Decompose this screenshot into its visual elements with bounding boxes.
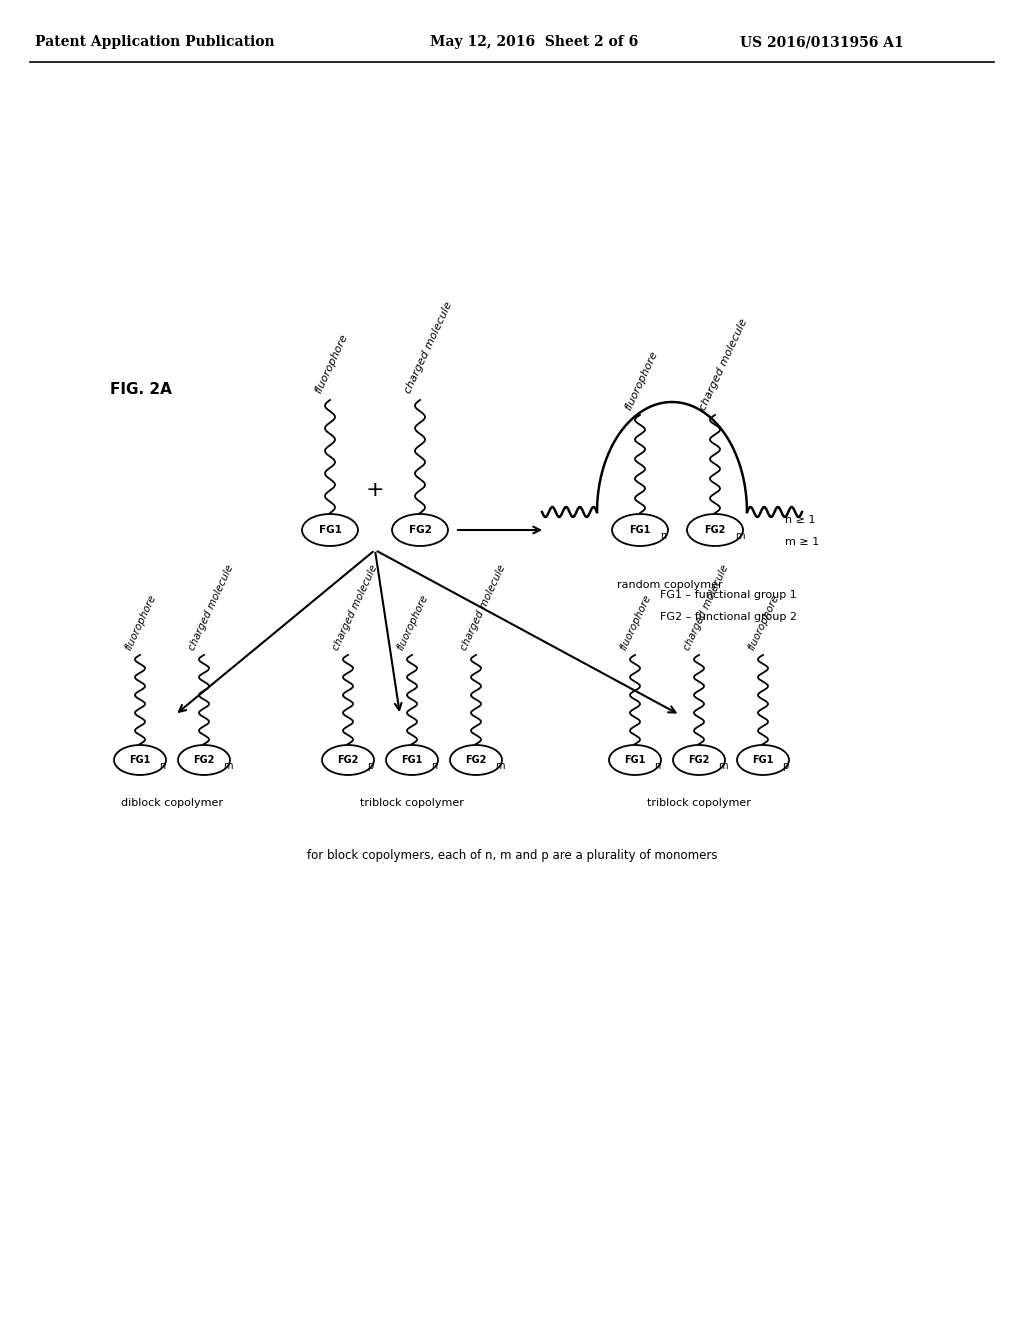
Ellipse shape (612, 513, 668, 546)
Text: FG2: FG2 (337, 755, 358, 766)
Text: charged molecule: charged molecule (331, 564, 380, 652)
Text: charged molecule: charged molecule (187, 564, 236, 652)
Text: n: n (431, 762, 437, 771)
Text: FG1: FG1 (625, 755, 646, 766)
Text: FG2: FG2 (409, 525, 431, 535)
Text: May 12, 2016  Sheet 2 of 6: May 12, 2016 Sheet 2 of 6 (430, 36, 638, 49)
Text: FIG. 2A: FIG. 2A (110, 383, 172, 397)
Text: n: n (653, 762, 660, 771)
Text: fluorophore: fluorophore (395, 593, 429, 652)
Text: p: p (367, 762, 373, 771)
Text: m ≥ 1: m ≥ 1 (785, 537, 819, 546)
Text: +: + (366, 480, 384, 500)
Text: fluorophore: fluorophore (623, 350, 659, 412)
Text: fluorophore: fluorophore (745, 593, 780, 652)
Ellipse shape (392, 513, 449, 546)
Text: n: n (660, 532, 667, 541)
Text: FG2: FG2 (705, 525, 726, 535)
Text: n ≥ 1: n ≥ 1 (785, 515, 815, 525)
Text: charged molecule: charged molecule (698, 317, 750, 412)
Text: FG1: FG1 (401, 755, 423, 766)
Text: n: n (159, 762, 165, 771)
Text: fluorophore: fluorophore (617, 593, 652, 652)
Text: triblock copolymer: triblock copolymer (360, 799, 464, 808)
Ellipse shape (673, 744, 725, 775)
Text: m: m (718, 762, 727, 771)
Text: triblock copolymer: triblock copolymer (647, 799, 751, 808)
Text: fluorophore: fluorophore (123, 593, 158, 652)
Text: m: m (223, 762, 232, 771)
Text: FG2: FG2 (688, 755, 710, 766)
Text: p: p (781, 762, 788, 771)
Text: FG1: FG1 (753, 755, 774, 766)
Text: fluorophore: fluorophore (313, 333, 349, 395)
Ellipse shape (178, 744, 230, 775)
Text: FG2: FG2 (194, 755, 215, 766)
Text: random copolymer: random copolymer (617, 579, 723, 590)
Ellipse shape (687, 513, 743, 546)
Text: charged molecule: charged molecule (682, 564, 730, 652)
Text: m: m (735, 532, 744, 541)
Text: FG1: FG1 (630, 525, 650, 535)
Text: charged molecule: charged molecule (459, 564, 508, 652)
Ellipse shape (386, 744, 438, 775)
Ellipse shape (302, 513, 358, 546)
Ellipse shape (737, 744, 790, 775)
Text: m: m (495, 762, 504, 771)
Text: FG2: FG2 (465, 755, 486, 766)
Text: US 2016/0131956 A1: US 2016/0131956 A1 (740, 36, 904, 49)
Text: FG1: FG1 (318, 525, 341, 535)
Text: FG2 – functional group 2: FG2 – functional group 2 (660, 612, 797, 622)
Ellipse shape (114, 744, 166, 775)
Text: FG1 – functional group 1: FG1 – functional group 1 (660, 590, 797, 601)
Text: charged molecule: charged molecule (402, 300, 455, 395)
Ellipse shape (322, 744, 374, 775)
Text: Patent Application Publication: Patent Application Publication (35, 36, 274, 49)
Text: FG1: FG1 (129, 755, 151, 766)
Text: diblock copolymer: diblock copolymer (121, 799, 223, 808)
Ellipse shape (609, 744, 662, 775)
Text: for block copolymers, each of n, m and p are a plurality of monomers: for block copolymers, each of n, m and p… (307, 849, 717, 862)
Ellipse shape (450, 744, 502, 775)
